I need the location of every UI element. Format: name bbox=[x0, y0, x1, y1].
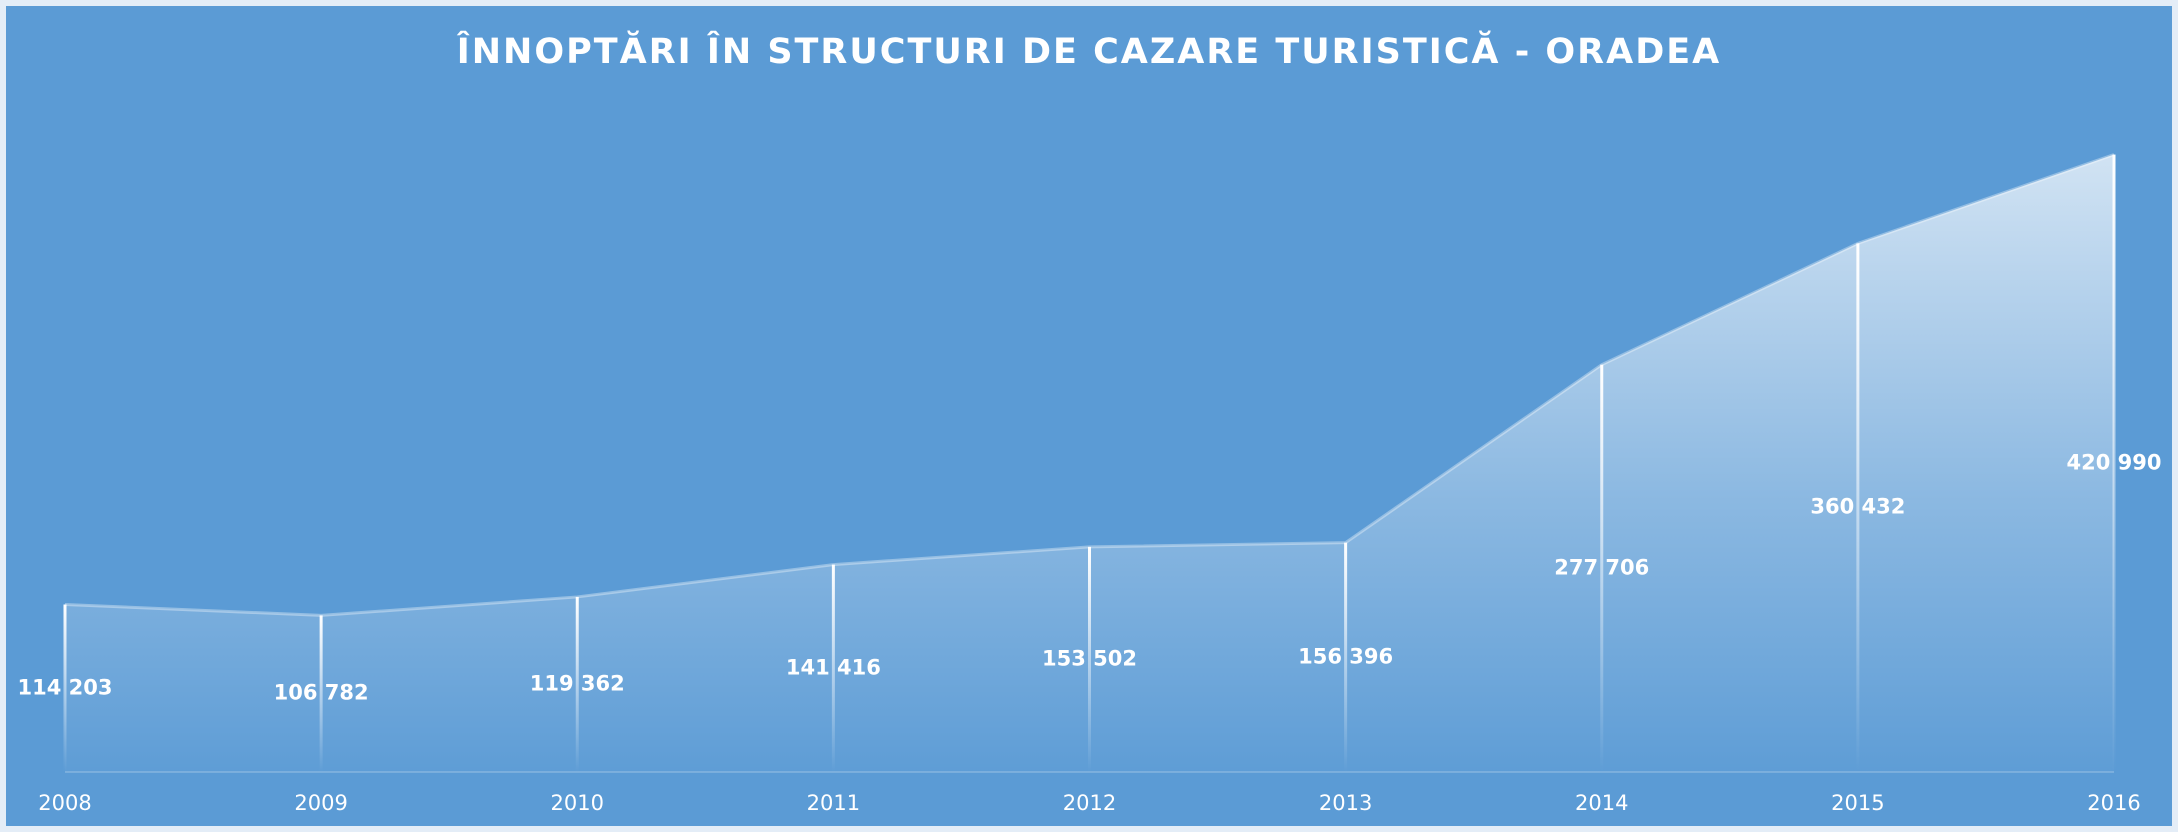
drop-line bbox=[1856, 243, 1860, 772]
data-label: 153 502 bbox=[1042, 646, 1137, 670]
x-tick-label: 2013 bbox=[1319, 791, 1372, 815]
x-tick-label: 2016 bbox=[2087, 791, 2140, 815]
data-label: 420 990 bbox=[2067, 450, 2162, 474]
data-label: 106 782 bbox=[274, 681, 369, 705]
x-tick-label: 2012 bbox=[1063, 791, 1116, 815]
x-tick-label: 2011 bbox=[807, 791, 860, 815]
x-tick-label: 2010 bbox=[551, 791, 604, 815]
drop-line bbox=[1600, 364, 1604, 772]
data-label: 277 706 bbox=[1554, 555, 1649, 579]
chart-title: ÎNNOPTĂRI ÎN STRUCTURI DE CAZARE TURISTI… bbox=[457, 29, 1722, 72]
x-tick-label: 2008 bbox=[38, 791, 91, 815]
drop-line bbox=[1344, 542, 1348, 772]
drop-line bbox=[63, 604, 67, 772]
data-label: 156 396 bbox=[1298, 644, 1393, 668]
x-tick-label: 2014 bbox=[1575, 791, 1628, 815]
drop-line bbox=[319, 615, 323, 772]
drop-line bbox=[2112, 154, 2116, 773]
drop-line bbox=[831, 564, 835, 772]
x-tick-label: 2009 bbox=[294, 791, 347, 815]
data-label: 119 362 bbox=[530, 671, 625, 695]
data-label: 141 416 bbox=[786, 655, 881, 679]
drop-line bbox=[1088, 546, 1091, 772]
data-label: 114 203 bbox=[18, 675, 113, 699]
drop-line bbox=[575, 596, 579, 772]
data-label: 360 432 bbox=[1810, 495, 1905, 519]
x-tick-label: 2015 bbox=[1831, 791, 1884, 815]
